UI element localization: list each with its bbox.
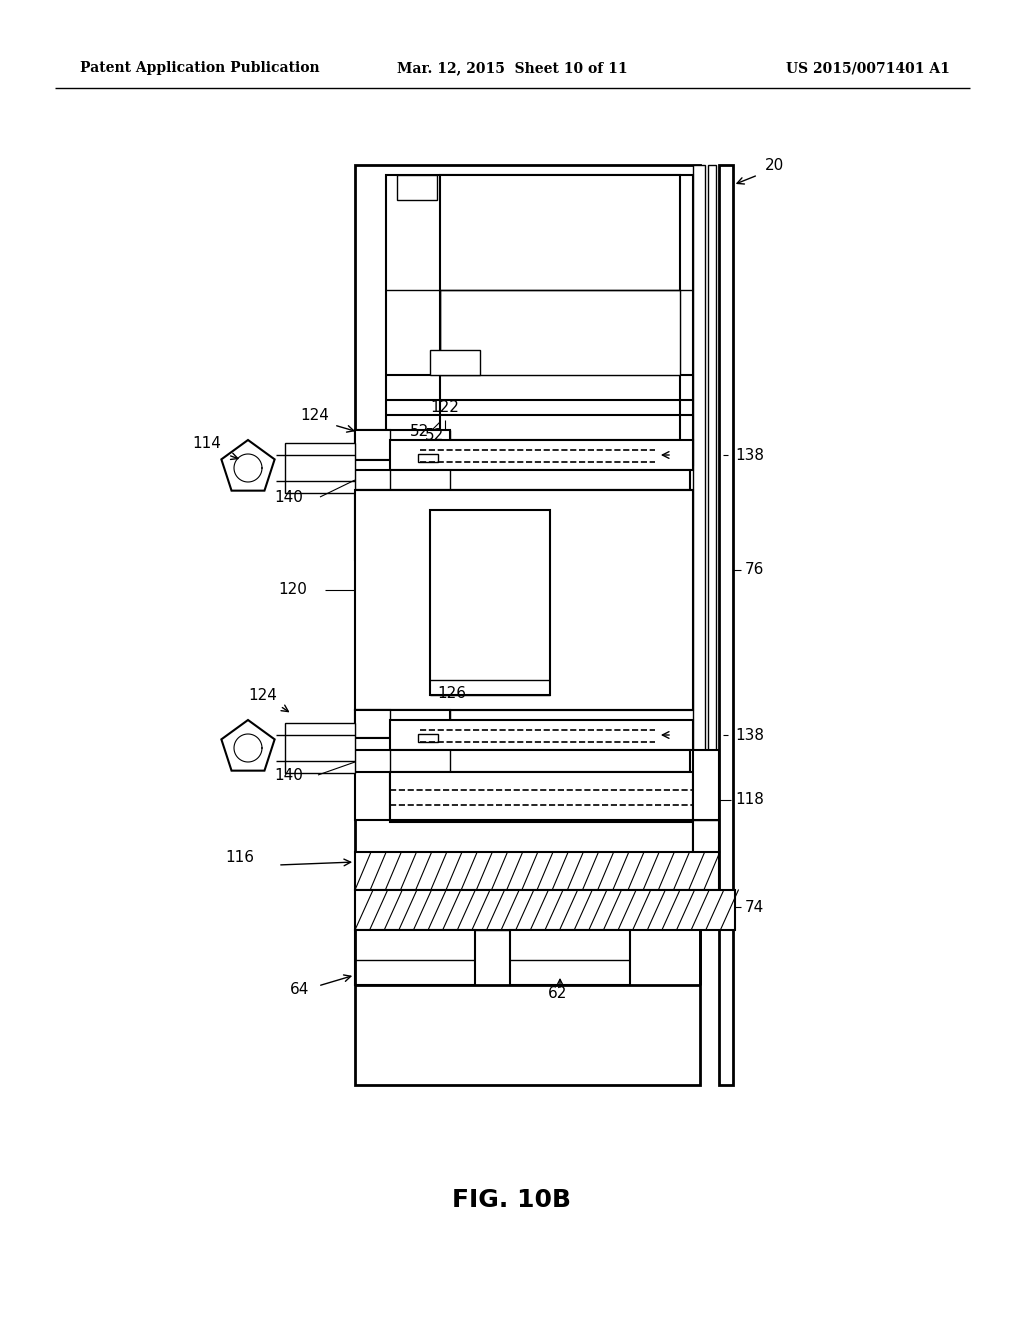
Bar — [418, 454, 438, 462]
Bar — [355, 931, 475, 985]
Text: 138: 138 — [735, 447, 764, 462]
Bar — [430, 510, 550, 696]
Text: 140: 140 — [274, 490, 303, 504]
Bar — [355, 890, 735, 931]
Bar — [390, 719, 693, 750]
Text: 20: 20 — [765, 157, 784, 173]
Polygon shape — [221, 440, 274, 491]
Bar — [390, 772, 693, 822]
Text: US 2015/0071401 A1: US 2015/0071401 A1 — [786, 61, 950, 75]
Text: 140: 140 — [274, 767, 303, 783]
Bar — [355, 710, 450, 738]
Bar — [390, 440, 693, 470]
Text: 124: 124 — [248, 689, 276, 704]
Text: 74: 74 — [745, 899, 764, 915]
Bar — [355, 710, 390, 820]
Bar — [355, 738, 450, 766]
Bar — [418, 734, 438, 742]
Bar — [693, 820, 719, 884]
Bar — [355, 459, 450, 490]
Text: 124: 124 — [300, 408, 329, 422]
Bar — [355, 490, 693, 710]
Bar — [693, 750, 719, 884]
Bar — [510, 931, 630, 985]
Bar — [285, 444, 355, 492]
Bar — [355, 470, 690, 490]
Bar — [719, 165, 733, 1085]
Bar — [386, 176, 693, 465]
Text: 116: 116 — [225, 850, 254, 865]
Bar — [430, 350, 480, 375]
Bar — [355, 750, 690, 772]
Text: 118: 118 — [735, 792, 764, 808]
Text: 52: 52 — [425, 428, 444, 442]
Text: 138: 138 — [735, 727, 764, 742]
Text: Mar. 12, 2015  Sheet 10 of 11: Mar. 12, 2015 Sheet 10 of 11 — [396, 61, 628, 75]
Text: 62: 62 — [548, 986, 567, 1001]
Text: Patent Application Publication: Patent Application Publication — [80, 61, 319, 75]
Text: 126: 126 — [437, 685, 466, 701]
Bar — [693, 165, 705, 915]
Bar — [355, 851, 719, 890]
Text: FIG. 10B: FIG. 10B — [453, 1188, 571, 1212]
Text: 122: 122 — [430, 400, 459, 416]
Text: 120: 120 — [278, 582, 307, 598]
Bar — [355, 165, 700, 1085]
Bar — [440, 290, 680, 375]
Bar — [708, 165, 716, 915]
Polygon shape — [221, 719, 274, 771]
Text: 64: 64 — [290, 982, 309, 998]
Bar — [355, 430, 390, 560]
Bar — [355, 430, 450, 459]
Text: 52: 52 — [410, 425, 429, 440]
Bar — [440, 176, 680, 440]
Text: 114: 114 — [193, 436, 221, 450]
Bar — [397, 176, 437, 201]
Text: 76: 76 — [745, 562, 764, 578]
Bar — [285, 723, 355, 774]
